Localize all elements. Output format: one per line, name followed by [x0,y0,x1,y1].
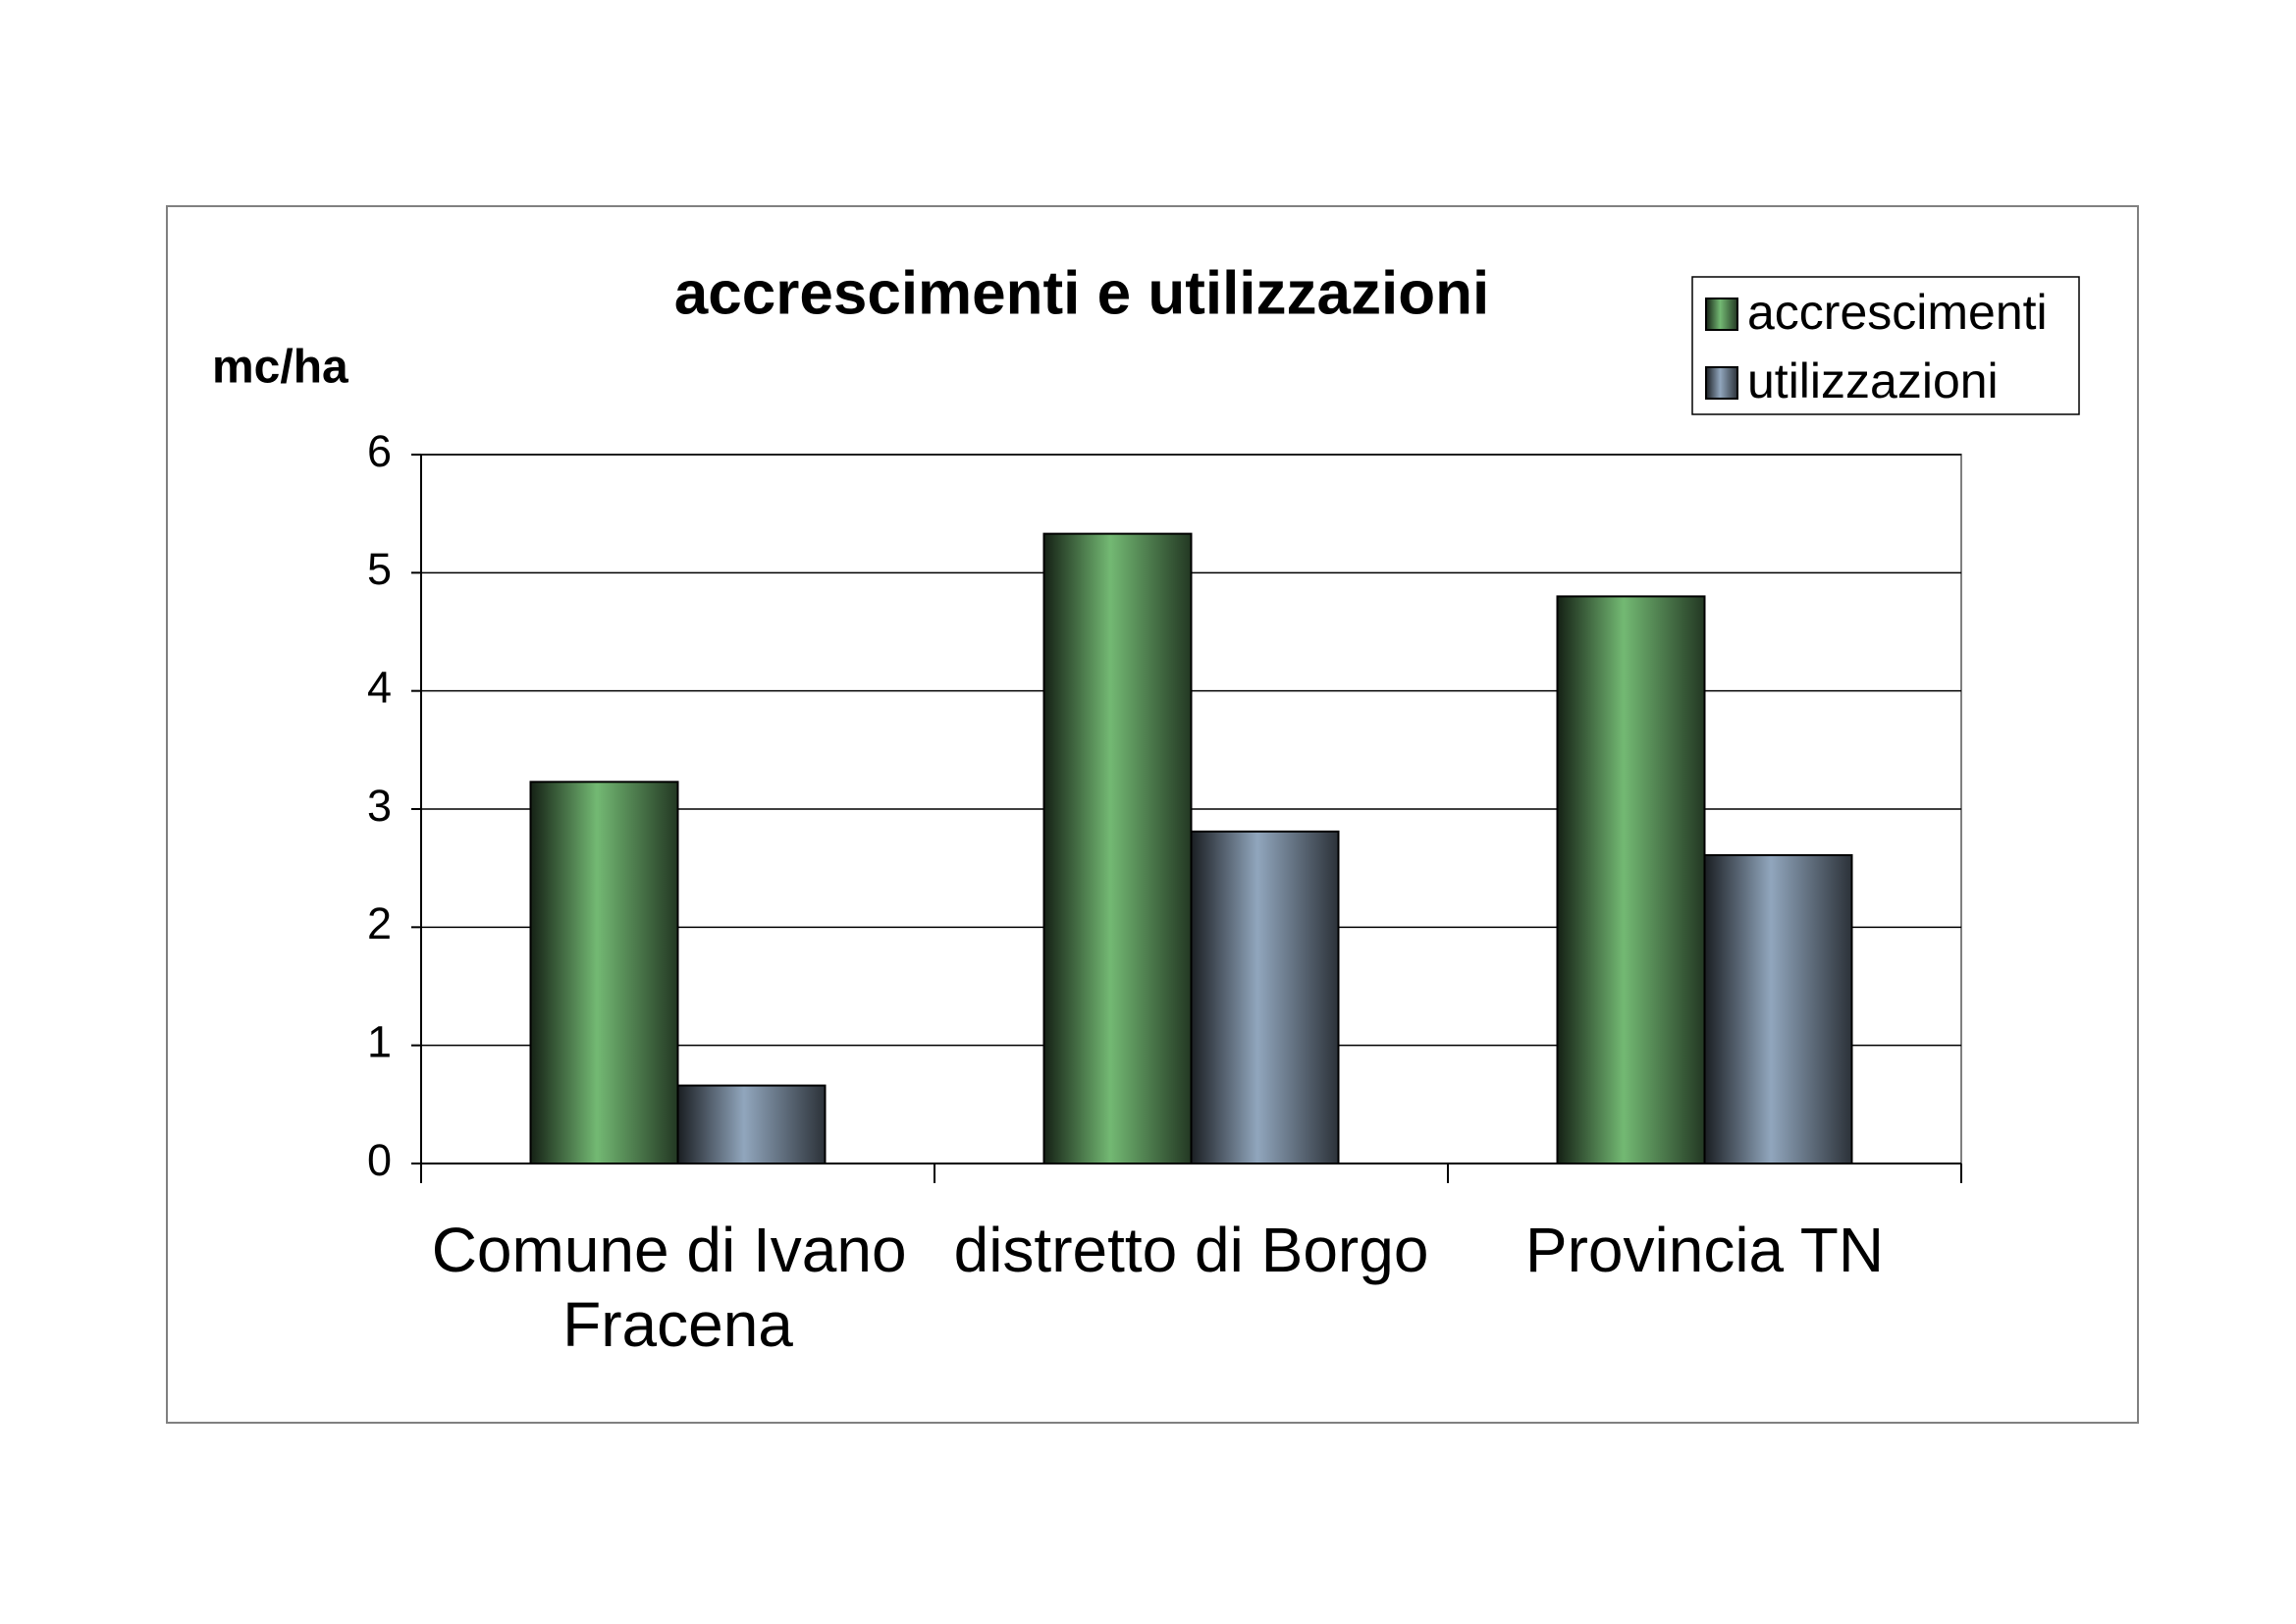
bar [1042,532,1193,1164]
x-tick-label: Comune di Ivano Fracena [432,1215,925,1360]
chart-title: accrescimenti e utilizzazioni [674,259,1489,327]
bar [1703,853,1853,1164]
legend-swatch [1705,298,1738,331]
bar [676,1084,827,1164]
legend-label: accrescimenti [1747,285,2048,340]
y-tick-label: 3 [367,781,392,831]
y-tick-label: 6 [367,426,392,476]
y-tick-label: 5 [367,544,392,594]
y-axis-label: mc/ha [212,342,348,394]
bar [529,781,679,1164]
y-tick-label: 0 [367,1135,392,1185]
y-tick-label: 2 [367,898,392,948]
legend-label: utilizzazioni [1747,353,1999,408]
x-tick-label: distretto di Borgo [954,1215,1429,1285]
bar [1556,595,1706,1164]
y-tick-label: 4 [367,663,392,713]
bar [1190,830,1340,1164]
legend-swatch [1705,366,1738,400]
x-tick-label: Provincia TN [1525,1215,1884,1285]
legend-box [1691,276,2080,415]
y-tick-label: 1 [367,1017,392,1067]
